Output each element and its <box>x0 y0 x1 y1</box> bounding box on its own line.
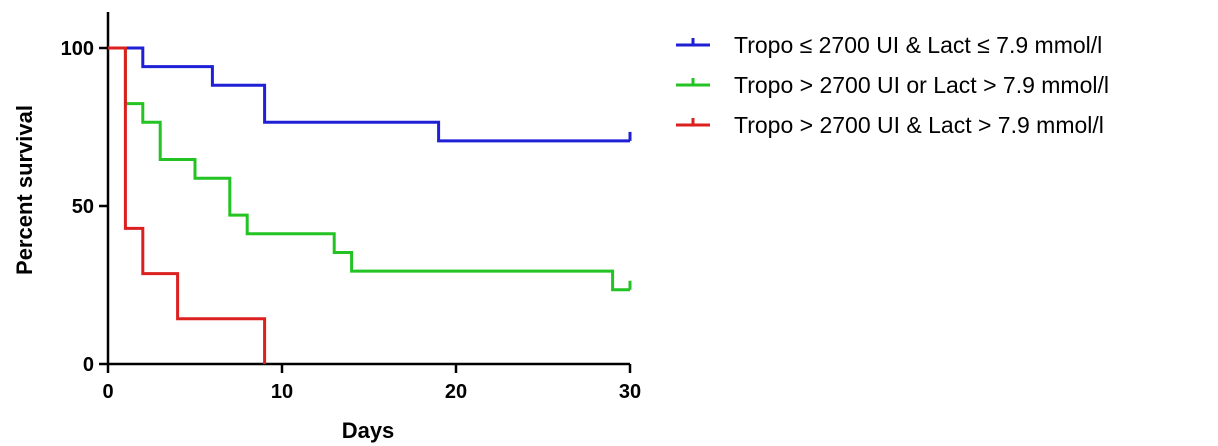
x-axis-title: Days <box>342 418 395 443</box>
x-tick-label-30: 30 <box>619 381 641 403</box>
y-axis-title: Percent survival <box>12 105 37 275</box>
x-tick-label-10: 10 <box>271 381 293 403</box>
y-tick-label-100: 100 <box>61 38 94 60</box>
legend-item-1: Tropo > 2700 UI or Lact > 7.9 mmol/l <box>676 72 1109 98</box>
legend-item-2: Tropo > 2700 UI & Lact > 7.9 mmol/l <box>676 112 1104 138</box>
x-ticks: 0 10 20 30 <box>102 364 641 403</box>
series-layer <box>108 46 632 364</box>
x-tick-label-20: 20 <box>445 381 467 403</box>
survival-curve-2 <box>108 46 267 364</box>
legend-item-0: Tropo ≤ 2700 UI & Lact ≤ 7.9 mmol/l <box>676 32 1102 58</box>
legend-label-1: Tropo > 2700 UI or Lact > 7.9 mmol/l <box>734 72 1109 98</box>
x-tick-label-0: 0 <box>102 381 113 403</box>
y-tick-label-50: 50 <box>72 196 94 218</box>
survival-curve-1 <box>108 46 630 292</box>
survival-curve-0 <box>108 46 630 143</box>
plot-axes <box>106 12 630 366</box>
y-ticks: 0 50 100 <box>61 38 108 376</box>
legend-label-0: Tropo ≤ 2700 UI & Lact ≤ 7.9 mmol/l <box>734 32 1102 58</box>
y-tick-label-0: 0 <box>83 354 94 376</box>
legend: Tropo ≤ 2700 UI & Lact ≤ 7.9 mmol/l Trop… <box>676 32 1109 138</box>
legend-label-2: Tropo > 2700 UI & Lact > 7.9 mmol/l <box>734 112 1104 138</box>
